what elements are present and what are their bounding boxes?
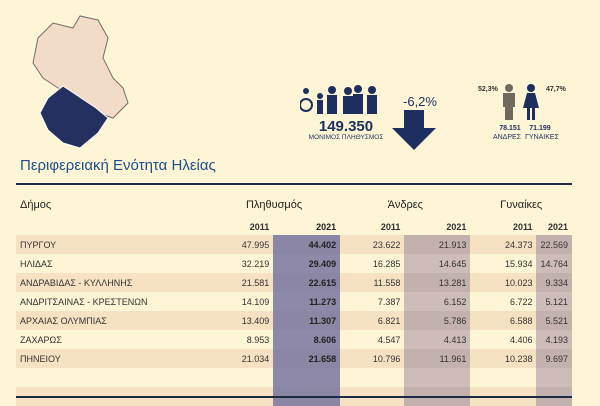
year-2011: 2011 bbox=[380, 221, 401, 232]
population-2011: 13.409 bbox=[208, 311, 274, 330]
men-2021: 5.786 bbox=[404, 311, 471, 330]
women-2011: 6.722 bbox=[509, 296, 533, 307]
table-row: ΖΑΧΑΡΩΣ 8.953 8.606 4.547 4.413 4.406 4.193 bbox=[16, 330, 572, 349]
population-2011: 47.995 bbox=[208, 235, 274, 254]
page-title: Περιφερειακή Ενότητα Ηλείας bbox=[20, 157, 216, 174]
population-2011: 21.034 bbox=[208, 349, 274, 368]
population-2021: 8.606 bbox=[273, 330, 341, 349]
women-2011 bbox=[470, 368, 536, 387]
year-2011: 2011 bbox=[249, 221, 270, 232]
table-row: ΗΛΙΔΑΣ 32.219 29.409 16.285 14.645 15.934 14.7… bbox=[16, 254, 572, 273]
men-2021: 6.152 bbox=[404, 292, 471, 311]
bottom-divider bbox=[16, 396, 572, 398]
women-percent: 47,7% bbox=[546, 86, 566, 93]
population-2021 bbox=[273, 368, 341, 387]
map-neighbor-region bbox=[32, 15, 129, 119]
women-count: 71.199 bbox=[529, 125, 551, 132]
municipality-name: ΑΡΧΑΙΑΣ ΟΛΥΜΠΙΑΣ bbox=[16, 311, 209, 330]
men-2011: 11.558 bbox=[340, 273, 405, 292]
col-municipality: Δήμος bbox=[20, 199, 52, 211]
region-map bbox=[32, 15, 129, 149]
population-2011: 32.219 bbox=[241, 258, 270, 269]
year-2011: 2011 bbox=[512, 221, 533, 232]
women-2011: 15.934 bbox=[504, 258, 533, 269]
table-row: ΠΗΝΕΙΟΥ 21.034 21.658 10.796 11.961 10.238 9.6… bbox=[16, 349, 572, 368]
year-2021: 2021 bbox=[446, 221, 467, 232]
municipality-name bbox=[16, 368, 208, 387]
man-icon bbox=[503, 84, 515, 120]
population-2021: 29.409 bbox=[273, 254, 341, 273]
map-highlighted-region bbox=[39, 85, 109, 149]
col-women: Γυναίκες bbox=[500, 199, 543, 211]
table-row: ΠΥΡΓΟΥ 47.995 44.402 23.622 21.913 24.373 22.5… bbox=[16, 235, 572, 254]
women-2021: 5.121 bbox=[536, 292, 572, 311]
population-2011: 8.953 bbox=[246, 334, 270, 345]
population-2011: 14.109 bbox=[241, 296, 270, 307]
population-2011: 21.581 bbox=[208, 273, 274, 292]
family-icon bbox=[300, 85, 377, 114]
municipality-name: ΗΛΙΔΑΣ bbox=[20, 258, 53, 269]
woman-icon bbox=[523, 84, 539, 120]
women-label: ΓΥΝΑΙΚΕΣ bbox=[525, 134, 559, 141]
col-men: Άνδρες bbox=[387, 199, 423, 211]
women-2011: 4.406 bbox=[509, 334, 533, 345]
men-2011: 4.547 bbox=[377, 334, 401, 345]
table-row: ΑΝΔΡΙΤΣΑΙΝΑΣ - ΚΡΕΣΤΕΝΩΝ 14.109 11.273 7.38… bbox=[16, 292, 572, 311]
men-2021: 21.913 bbox=[404, 235, 471, 254]
women-2021: 4.193 bbox=[536, 330, 572, 349]
population-2011 bbox=[208, 368, 273, 387]
population-2021: 11.307 bbox=[273, 311, 341, 330]
table-row: ΑΡΧΑΙΑΣ ΟΛΥΜΠΙΑΣ 13.409 11.307 6.821 5.786 6.… bbox=[16, 311, 572, 330]
population-2021: 44.402 bbox=[273, 235, 341, 254]
population-change: -6,2% bbox=[403, 94, 437, 109]
down-arrow-icon bbox=[392, 110, 436, 150]
men-2011: 7.387 bbox=[377, 296, 401, 307]
women-2021: 22.569 bbox=[536, 235, 572, 254]
women-2011: 10.023 bbox=[470, 273, 537, 292]
men-label: ΑΝΔΡΕΣ bbox=[492, 134, 522, 141]
men-2011: 10.796 bbox=[340, 349, 405, 368]
men-2011: 23.622 bbox=[340, 235, 405, 254]
top-divider bbox=[16, 183, 572, 185]
men-2021: 14.645 bbox=[404, 254, 471, 273]
men-count: 78.151 bbox=[499, 125, 521, 132]
population-total: 149.350 bbox=[318, 118, 374, 135]
municipality-name: ΠΥΡΓΟΥ bbox=[16, 235, 209, 254]
population-2021: 11.273 bbox=[273, 292, 341, 311]
men-2021 bbox=[404, 368, 471, 387]
women-2011: 10.238 bbox=[470, 349, 537, 368]
municipality-name: ΑΝΔΡΙΤΣΑΙΝΑΣ - ΚΡΕΣΤΕΝΩΝ bbox=[20, 296, 148, 307]
population-label: ΜΟΝΙΜΟΣ ΠΛΗΘΥΣΜΟΣ bbox=[308, 134, 384, 141]
municipality-name: ΑΝΔΡΑΒΙΔΑΣ - ΚΥΛΛΗΝΗΣ bbox=[16, 273, 209, 292]
women-2021: 9.697 bbox=[536, 349, 572, 368]
women-2011: 24.373 bbox=[470, 235, 537, 254]
population-2021: 22.615 bbox=[273, 273, 341, 292]
population-2021: 21.658 bbox=[273, 349, 341, 368]
men-2011 bbox=[340, 368, 404, 387]
men-2021: 4.413 bbox=[404, 330, 471, 349]
men-percent: 52,3% bbox=[478, 86, 498, 93]
men-2021: 11.961 bbox=[404, 349, 471, 368]
women-2011: 6.588 bbox=[470, 311, 537, 330]
year-2021: 2021 bbox=[316, 221, 337, 232]
women-2021: 5.521 bbox=[536, 311, 572, 330]
table-row bbox=[16, 368, 572, 387]
women-2021: 9.334 bbox=[536, 273, 572, 292]
men-2021: 13.281 bbox=[404, 273, 471, 292]
municipality-name: ΖΑΧΑΡΩΣ bbox=[20, 334, 62, 345]
women-2021 bbox=[536, 368, 572, 387]
municipality-name: ΠΗΝΕΙΟΥ bbox=[16, 349, 209, 368]
year-2021: 2021 bbox=[547, 221, 568, 232]
men-2011: 6.821 bbox=[340, 311, 405, 330]
col-population: Πληθυσμός bbox=[245, 199, 303, 211]
men-2011: 16.285 bbox=[372, 258, 401, 269]
table-row: ΑΝΔΡΑΒΙΔΑΣ - ΚΥΛΛΗΝΗΣ 21.581 22.615 11.558 1… bbox=[16, 273, 572, 292]
population-table: Δήμος Πληθυσμός Άνδρες Γυναίκες 2011 2021 201… bbox=[16, 192, 572, 406]
women-2021: 14.764 bbox=[536, 254, 572, 273]
